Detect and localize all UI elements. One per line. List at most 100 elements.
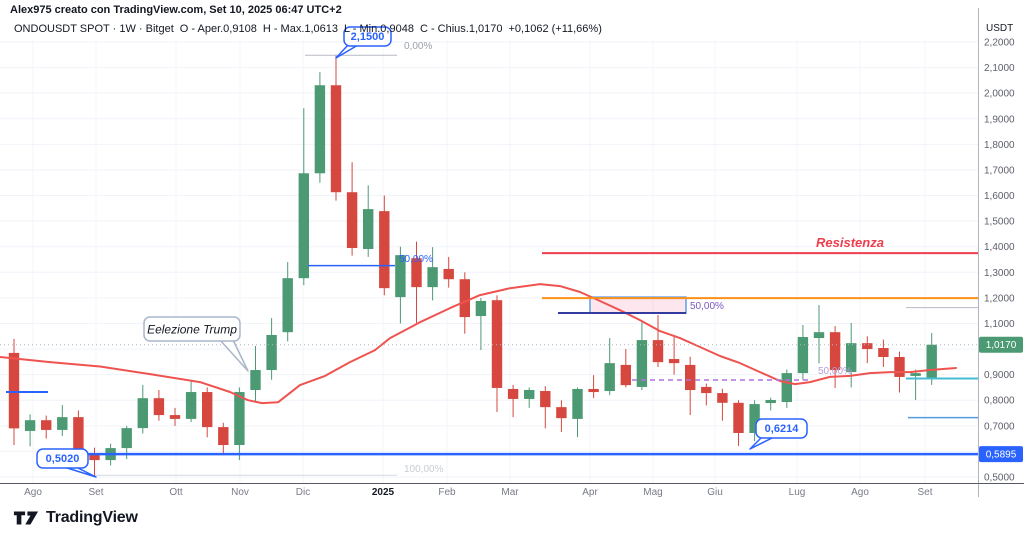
y-axis-tick: 2,2000 <box>984 38 1015 49</box>
candle <box>266 318 277 380</box>
high-price-callout[interactable]: 2,1500 <box>335 26 392 59</box>
candle <box>781 369 792 408</box>
x-axis-tick: Feb <box>438 487 456 498</box>
resistenza-label: Resistenza <box>816 235 884 250</box>
candle <box>829 326 841 388</box>
svg-text:2,1500: 2,1500 <box>351 31 385 43</box>
svg-text:0,5020: 0,5020 <box>46 453 80 465</box>
candle <box>234 387 245 461</box>
x-axis-tick: Lug <box>789 487 806 498</box>
time-axis[interactable]: Ago Set Ott Nov Dic 2025 Feb Mar Apr Mag Giu Lug Ago… <box>24 487 933 498</box>
candle <box>169 407 181 426</box>
y-axis-tick: 1,4000 <box>984 242 1015 253</box>
candle <box>24 414 36 447</box>
price-axis[interactable]: USDT 2,2000 2,1000 2,0000 1,9000 1,8000 1,7000… <box>0 8 1024 497</box>
candle <box>685 356 696 416</box>
candle <box>137 384 148 434</box>
price-badge: 0,5895 <box>979 446 1023 463</box>
candle <box>153 390 165 421</box>
x-axis-tick: Dic <box>296 487 310 498</box>
candle <box>395 246 406 324</box>
candle <box>588 375 599 399</box>
candle <box>507 384 519 418</box>
candle <box>475 297 487 351</box>
svg-text:1,0170: 1,0170 <box>986 340 1017 351</box>
x-axis-tick: Nov <box>231 487 249 498</box>
candle <box>556 400 567 432</box>
svg-text:0,5895: 0,5895 <box>986 450 1017 461</box>
candle <box>878 339 889 367</box>
candle <box>330 54 342 201</box>
candle <box>89 447 100 477</box>
y-axis-tick: 0,5000 <box>984 473 1015 484</box>
candle <box>363 185 374 257</box>
fib-0-label: 0,00% <box>404 41 432 52</box>
x-axis-tick: Ago <box>851 487 869 498</box>
x-axis-tick: Mar <box>501 487 519 498</box>
candle <box>540 386 551 429</box>
y-axis-tick: 2,1000 <box>984 63 1015 74</box>
candle <box>314 72 326 183</box>
y-axis-tick: 0,9000 <box>984 370 1015 381</box>
candle <box>411 241 422 323</box>
y-axis-tick: 1,6000 <box>984 191 1015 202</box>
y-axis-tick: 1,7000 <box>984 165 1015 176</box>
x-axis-tick: Set <box>917 487 932 498</box>
price-badge: 1,0170 <box>979 336 1023 353</box>
x-axis-tick: Giu <box>707 487 723 498</box>
candle <box>910 369 921 400</box>
candle <box>298 108 309 286</box>
trump-election-callout[interactable]: Eelezione Trump <box>143 316 249 372</box>
june-low-callout[interactable]: 0,6214 <box>749 418 808 450</box>
moving-average-line <box>0 283 957 405</box>
fib2-50-label: 50,00% <box>690 301 724 312</box>
candle <box>57 405 68 437</box>
candle <box>185 379 197 422</box>
x-axis-tick: Ott <box>169 487 183 498</box>
candle <box>862 336 873 364</box>
tradingview-logo[interactable]: TradingView <box>13 509 138 527</box>
y-axis-tick: 0,7000 <box>984 421 1015 432</box>
candle <box>443 256 454 288</box>
candles <box>8 54 937 477</box>
x-axis-tick: Set <box>88 487 103 498</box>
candle <box>572 387 583 438</box>
candle <box>346 162 358 256</box>
candle <box>218 422 229 455</box>
candle <box>765 397 776 411</box>
y-axis-tick: 2,0000 <box>984 89 1015 100</box>
candle <box>733 400 744 446</box>
candle <box>668 334 680 375</box>
fib-retracement-box[interactable] <box>589 296 687 314</box>
fib3-50-label: 50,00% <box>818 366 852 377</box>
candle <box>282 262 293 342</box>
candle <box>524 387 535 408</box>
svg-text:0,6214: 0,6214 <box>765 423 800 435</box>
candle <box>604 338 615 396</box>
x-axis-tick: 2025 <box>372 487 395 498</box>
low-price-callout[interactable]: 0,5020 <box>36 448 97 478</box>
tradingview-logo-icon <box>13 511 39 525</box>
x-axis-tick: Apr <box>582 487 598 498</box>
candle <box>491 295 503 413</box>
y-axis-tick: 1,2000 <box>984 293 1015 304</box>
candle <box>636 322 648 390</box>
candle <box>620 349 631 388</box>
candle <box>749 400 760 442</box>
candle <box>797 325 809 380</box>
tradingview-logo-text: TradingView <box>46 509 138 526</box>
y-axis-tick: 0,8000 <box>984 396 1015 407</box>
candle <box>41 415 52 439</box>
candle <box>379 195 390 296</box>
candle <box>701 383 712 406</box>
y-axis-tick: 1,3000 <box>984 268 1015 279</box>
candle <box>813 305 825 364</box>
y-axis-tick: 1,9000 <box>984 114 1015 125</box>
fib-50-label: 50,00% <box>399 254 433 265</box>
candle <box>717 388 728 421</box>
candle <box>652 315 664 367</box>
fib-100-label: 100,00% <box>404 464 444 475</box>
svg-text:Eelezione Trump: Eelezione Trump <box>147 323 237 337</box>
y-axis-tick: 1,1000 <box>984 319 1015 330</box>
